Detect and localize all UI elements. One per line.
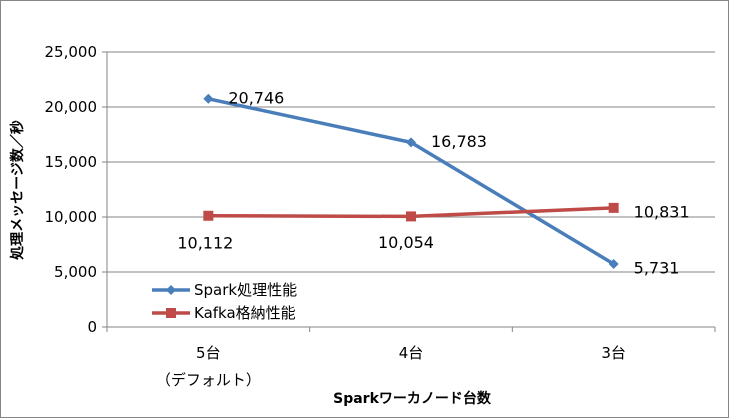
x-tick-sublabel: （デフォルト） xyxy=(156,371,261,389)
data-label: 20,746 xyxy=(228,88,284,107)
y-tick-label: 0 xyxy=(87,318,97,336)
x-axis-title: Sparkワーカノード台数 xyxy=(333,390,492,407)
x-tick-labels: 5台 （デフォルト） 4台 3台 xyxy=(156,344,626,389)
data-label: 5,731 xyxy=(634,258,680,277)
x-tick-label: 4台 xyxy=(399,344,424,362)
legend-label: Kafka格納性能 xyxy=(194,304,296,322)
data-label: 16,783 xyxy=(431,132,487,151)
y-tick-label: 10,000 xyxy=(45,208,98,226)
data-labels: 20,746 16,783 5,731 10,112 10,054 10,831 xyxy=(177,88,689,277)
legend-label: Spark処理性能 xyxy=(194,281,297,299)
legend-marker xyxy=(166,285,176,295)
legend: Spark処理性能 Kafka格納性能 xyxy=(152,281,297,322)
data-point-marker xyxy=(203,210,214,221)
series-layer xyxy=(203,93,619,269)
legend-marker xyxy=(166,308,176,318)
data-point-marker xyxy=(608,258,619,269)
data-point-marker xyxy=(406,211,416,222)
y-tick-label: 5,000 xyxy=(54,263,97,281)
y-tick-labels: 0 5,000 10,000 15,000 20,000 25,000 xyxy=(45,43,98,336)
x-tick-label: 5台 xyxy=(196,344,221,362)
data-point-marker xyxy=(203,93,214,104)
y-tick-label: 25,000 xyxy=(45,43,98,61)
data-label: 10,054 xyxy=(378,233,434,252)
data-label: 10,831 xyxy=(634,202,690,221)
axes xyxy=(102,51,716,332)
data-point-marker xyxy=(608,202,619,213)
x-tick-label: 3台 xyxy=(601,344,626,362)
y-tick-label: 20,000 xyxy=(45,98,98,116)
y-tick-label: 15,000 xyxy=(45,153,98,171)
data-label: 10,112 xyxy=(177,233,233,252)
y-axis-title: 処理メッセージ数／秒 xyxy=(9,120,26,261)
data-point-marker xyxy=(406,137,416,148)
